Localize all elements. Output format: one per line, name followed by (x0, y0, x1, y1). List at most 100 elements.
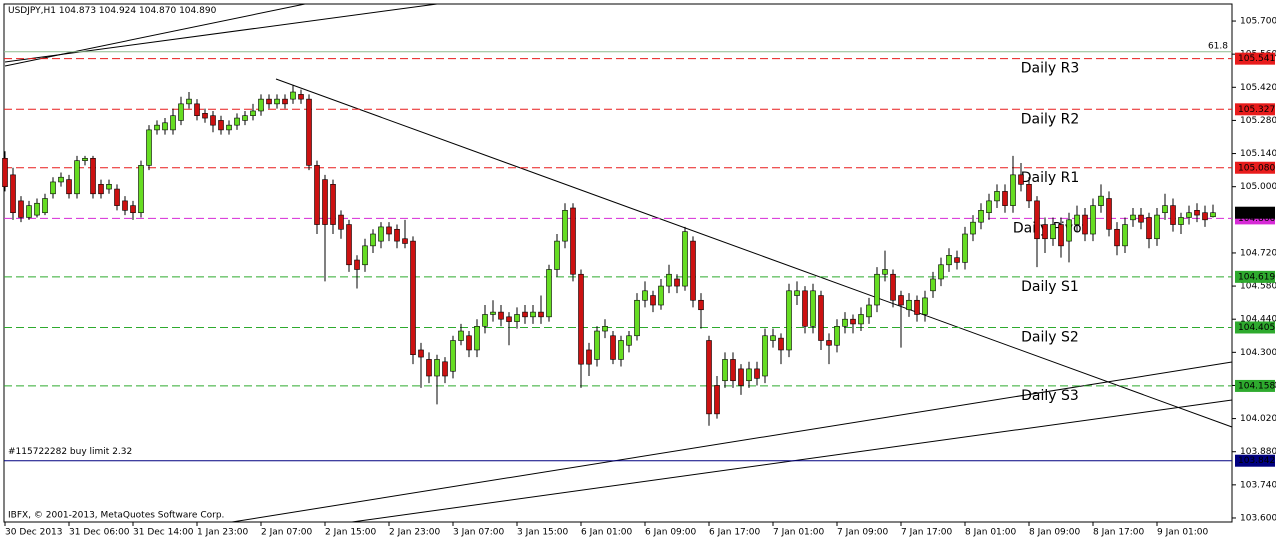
candle-body (914, 299, 920, 315)
candle-body (1066, 219, 1072, 242)
candle-body (522, 311, 528, 318)
level-tag: 105.541 (1238, 54, 1275, 64)
candle-body (554, 240, 560, 270)
candle-body (730, 359, 736, 382)
level-label: Daily S1 (1021, 279, 1079, 295)
x-tick-label: 8 Jan 01:00 (965, 528, 1017, 538)
candle-body (194, 103, 200, 116)
candle-body (946, 255, 952, 266)
y-tick-label: 105.420 (1240, 83, 1276, 93)
candle-body (58, 176, 64, 183)
candle-body (1178, 217, 1184, 225)
candle-body (906, 299, 912, 311)
plot-frame (3, 3, 1233, 523)
chart-header: USDJPY,H1 104.873 104.924 104.870 104.89… (8, 6, 217, 16)
candle-body (490, 311, 496, 315)
x-tick-label: 31 Dec 06:00 (69, 528, 130, 538)
candle-body (1002, 191, 1008, 206)
candle-body (466, 335, 472, 351)
candle-body (682, 231, 688, 287)
candle-body (1090, 205, 1096, 235)
candle-body (818, 295, 824, 341)
candle-body (1058, 224, 1064, 247)
y-tick-label: 105.280 (1240, 116, 1276, 126)
candle-body (434, 359, 440, 377)
candle-body (226, 124, 232, 131)
candle-body (874, 273, 880, 306)
x-tick-label: 6 Jan 01:00 (581, 528, 633, 538)
candle-body (410, 240, 416, 355)
candle-body (18, 200, 24, 218)
x-tick-label: 31 Dec 14:00 (133, 528, 194, 538)
candle-body (626, 335, 632, 346)
y-tick-label: 104.720 (1240, 248, 1276, 258)
y-tick-label: 103.740 (1240, 480, 1276, 490)
level-tag-box (1235, 52, 1275, 65)
candle-body (154, 124, 160, 131)
candle-body (306, 98, 312, 166)
candle-body (938, 264, 944, 280)
candle-body (866, 304, 872, 318)
x-tick-label: 8 Jan 09:00 (1029, 528, 1081, 538)
candle-body (714, 385, 720, 415)
candle-body (1146, 217, 1152, 240)
candle-body (690, 240, 696, 301)
candle-body (666, 273, 672, 287)
level-tag: 104.158 (1238, 381, 1275, 391)
candle-body (1050, 224, 1056, 240)
candle-body (482, 314, 488, 327)
x-tick-label: 6 Jan 17:00 (709, 528, 761, 538)
candle-body (1122, 224, 1128, 247)
x-tick-label: 1 Jan 23:00 (197, 528, 249, 538)
y-tick-label: 103.880 (1240, 447, 1276, 457)
candle-body (1018, 174, 1024, 185)
candle-body (210, 115, 216, 126)
candle-body (978, 210, 984, 223)
candle-body (1138, 214, 1144, 223)
candle-body (1010, 174, 1016, 206)
candle-body (258, 98, 264, 112)
candle-body (826, 340, 832, 346)
candle-body (634, 299, 640, 337)
candle-body (34, 202, 40, 216)
candle-body (770, 335, 776, 341)
candle-body (242, 115, 248, 121)
candle-body (162, 122, 168, 131)
candle-body (282, 98, 288, 105)
candle-body (882, 269, 888, 275)
candle-body (1114, 228, 1120, 247)
symbol: USDJPY,H1 (8, 6, 56, 16)
candle-body (250, 110, 256, 116)
candle-body (994, 191, 1000, 202)
candle-body (130, 205, 136, 214)
candle-body (1042, 224, 1048, 240)
order-tag: 103.842 (1238, 456, 1275, 466)
level-label: Daily S2 (1021, 329, 1079, 345)
candle-body (50, 181, 56, 195)
candle-body (922, 297, 928, 315)
candle-body (202, 113, 208, 119)
candle-body (10, 174, 16, 214)
candle-body (786, 290, 792, 351)
candle-body (762, 335, 768, 377)
level-tag: 104.619 (1238, 272, 1275, 282)
candle-body (642, 290, 648, 301)
candle-body (146, 129, 152, 166)
x-tick-label: 9 Jan 01:00 (1157, 528, 1209, 538)
candle-body (1082, 214, 1088, 235)
x-tick-label: 7 Jan 17:00 (901, 528, 953, 538)
candle-body (930, 278, 936, 292)
price-tag-box (1235, 206, 1275, 219)
x-tick-label: 6 Jan 09:00 (645, 528, 697, 538)
candle-body (458, 330, 464, 341)
candle-body (746, 368, 752, 382)
candle-body (114, 188, 120, 206)
y-tick-label: 104.020 (1240, 414, 1276, 424)
candle-body (106, 184, 112, 190)
level-label: Daily R2 (1021, 111, 1080, 127)
level-tag-box (1235, 270, 1275, 283)
candle-body (266, 98, 272, 105)
candle-body (738, 368, 744, 386)
candle-body (850, 318, 856, 325)
candle-body (650, 295, 656, 306)
